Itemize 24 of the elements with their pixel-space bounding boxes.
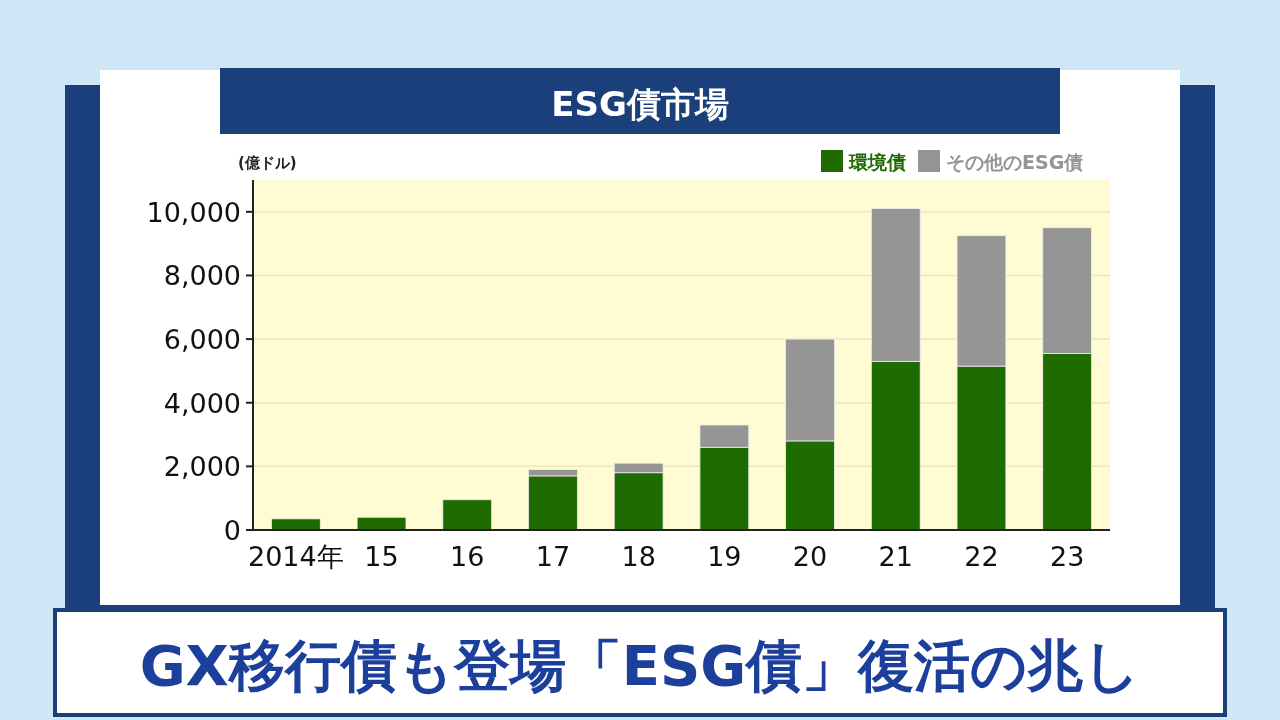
x-tick-label: 17 [535,541,571,572]
y-tick-label: 6,000 [163,324,241,356]
bar [356,516,407,531]
y-tick-label: 8,000 [163,260,241,292]
x-tick-label: 15 [364,541,399,572]
y-tick-label: 0 [223,515,241,546]
x-tick-label: 18 [621,541,656,572]
x-tick-label: 2014年 [247,541,344,572]
y-tick-label: 4,000 [163,387,241,419]
y-tick-label: 10,000 [146,196,241,228]
x-tick-label: 16 [450,541,485,572]
bar [271,518,321,531]
x-tick-label: 22 [964,541,999,572]
bar [442,499,493,531]
legend-label: その他のESG債 [946,151,1084,173]
y-tick-label: 2,000 [163,451,241,483]
chart-title: ESG債市場 [551,84,729,124]
y-axis-title: (億ドル) [238,154,297,172]
x-tick-label: 21 [878,541,913,572]
x-tick-label: 23 [1049,541,1085,572]
x-tick-label: 20 [792,541,828,572]
text: GX移行債も登場「ESG債」復活の兆し [139,633,1141,698]
x-tick-label: 19 [707,541,742,572]
legend-label: 環境債 [848,151,906,173]
